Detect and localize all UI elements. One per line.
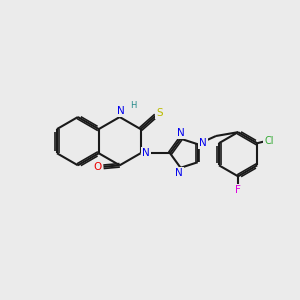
Text: F: F <box>235 185 241 195</box>
Text: N: N <box>177 128 185 138</box>
Text: N: N <box>117 106 125 116</box>
Text: N: N <box>142 148 150 158</box>
Text: S: S <box>156 108 163 118</box>
Text: N: N <box>199 138 207 148</box>
Text: O: O <box>93 162 101 172</box>
Text: H: H <box>130 101 136 110</box>
Text: Cl: Cl <box>265 136 274 146</box>
Text: N: N <box>175 168 183 178</box>
